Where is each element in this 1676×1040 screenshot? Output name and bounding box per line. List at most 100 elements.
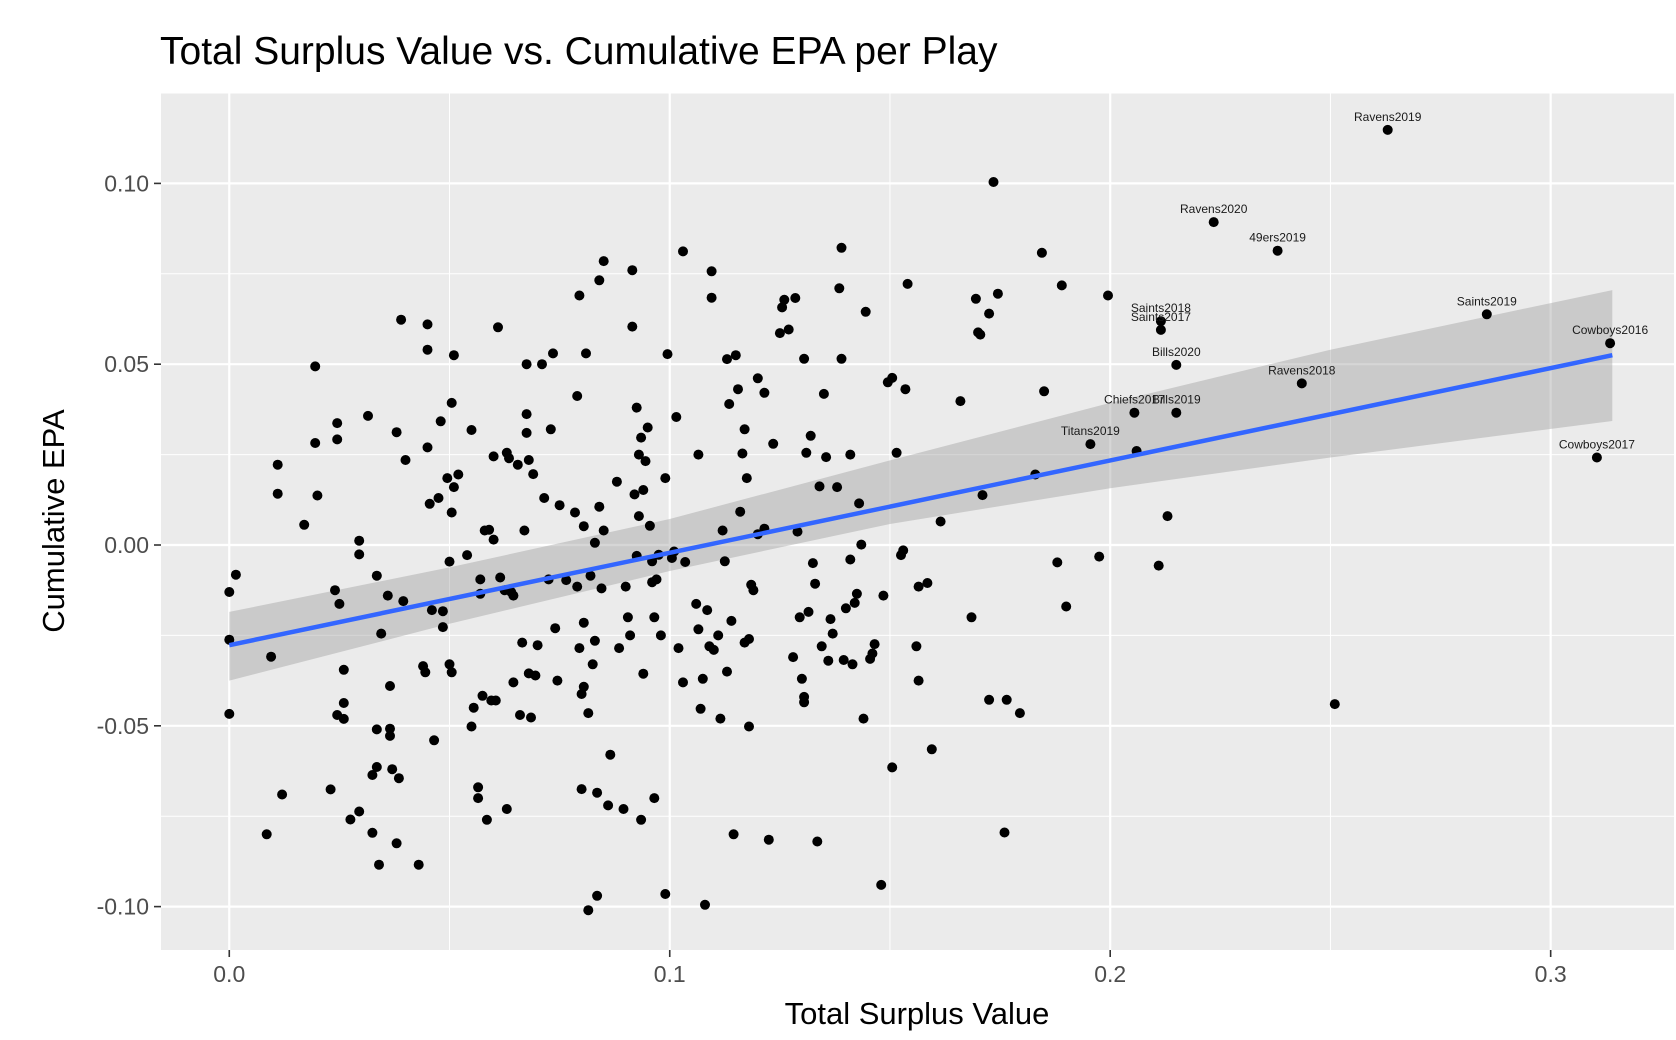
data-point-20 [338,698,349,708]
data-point-92 [512,459,523,470]
data-point-187 [708,644,719,655]
data-point-22 [345,814,356,825]
data-point-52 [426,605,437,616]
data-point-138 [603,800,614,811]
data-point-222 [796,673,807,684]
x-tick-label-2: 0.2 [1094,961,1126,987]
data-point-221 [794,612,805,623]
data-point-77 [481,814,492,825]
data-point-177 [691,598,702,609]
data-point-12 [312,490,323,501]
plot-panel [161,93,1674,950]
data-point-212 [763,834,774,845]
data-point-266 [902,278,913,289]
data-point-129 [589,635,600,646]
data-point-169 [662,349,673,360]
data-point-174 [678,677,688,688]
data-point-274 [966,612,977,623]
data-point-262 [891,447,902,458]
data-point-223 [799,353,810,364]
data-point-228 [805,430,816,441]
y-tick-label-2: 0.00 [104,532,149,558]
data-point-124 [581,348,591,359]
data-point-215 [777,302,788,313]
data-point-152 [633,511,644,522]
y-axis: -0.10 -0.05 0.00 0.05 0.10 [97,170,161,920]
data-point-272 [935,516,946,527]
data-point-73 [475,574,486,585]
data-point-233 [816,641,827,652]
data-point-257 [876,879,887,890]
data-point-173 [673,643,684,654]
data-point-0 [224,587,235,597]
data-point-110 [550,623,561,634]
data-point-252 [858,713,869,724]
data-point-279 [984,308,995,319]
data-point-157 [640,456,651,467]
data-point-218 [788,652,799,663]
data-point-72 [473,793,484,804]
point-label-ravens2018: Ravens2018 [1268,363,1336,377]
data-point-87 [501,804,512,814]
data-point-102 [528,469,539,480]
data-point-155 [638,485,649,495]
data-point-56 [437,606,448,617]
data-point-57 [437,622,448,633]
data-point-135 [596,583,607,594]
data-point-109 [548,348,558,359]
data-point-3 [224,708,235,719]
data-point-26 [363,410,373,421]
data-point-189 [715,713,726,724]
data-point-297 [1153,560,1164,571]
data-point-156 [638,668,649,679]
data-point-66 [453,469,464,480]
data-point-239 [832,482,843,493]
data-point-230 [810,578,821,589]
data-point-2 [224,634,235,645]
data-point-49 [422,344,433,355]
data-point-167 [660,473,671,484]
data-point-216 [779,294,790,305]
data-point-197 [730,350,741,361]
data-point-185 [706,266,717,277]
data-point-114 [570,507,580,518]
data-point-307 [1382,124,1393,135]
data-point-288 [1039,386,1050,397]
data-point-15 [332,418,343,429]
data-point-91 [508,590,519,601]
data-point-104 [532,640,543,651]
data-point-191 [719,556,730,567]
point-label-bills2019: Bills2019 [1152,393,1201,407]
data-point-159 [644,520,655,531]
data-point-36 [385,723,395,734]
data-point-29 [371,570,382,581]
data-point-96 [521,359,532,370]
data-point-54 [433,493,444,503]
data-point-50 [422,442,433,453]
data-point-30 [371,724,382,735]
data-point-149 [631,402,642,413]
data-point-137 [598,256,609,267]
data-point-265 [900,384,911,395]
data-point-93 [515,710,525,720]
data-point-271 [926,744,937,755]
data-point-24 [354,535,365,546]
data-point-123 [578,617,589,628]
data-point-183 [702,605,713,616]
data-point-69 [466,425,477,435]
data-point-225 [799,697,810,708]
data-point-41 [393,773,404,784]
data-point-84 [495,572,506,583]
data-point-112 [554,500,565,511]
data-point-245 [845,449,856,460]
point-label-cowboys2017: Cowboys2017 [1559,438,1635,452]
data-point-142 [618,804,629,814]
data-point-51 [424,498,435,509]
data-point-303 [1208,217,1219,228]
data-point-309 [1591,452,1602,463]
data-point-190 [717,525,728,536]
data-point-164 [651,574,662,585]
data-point-121 [578,681,589,692]
data-point-231 [812,836,823,847]
